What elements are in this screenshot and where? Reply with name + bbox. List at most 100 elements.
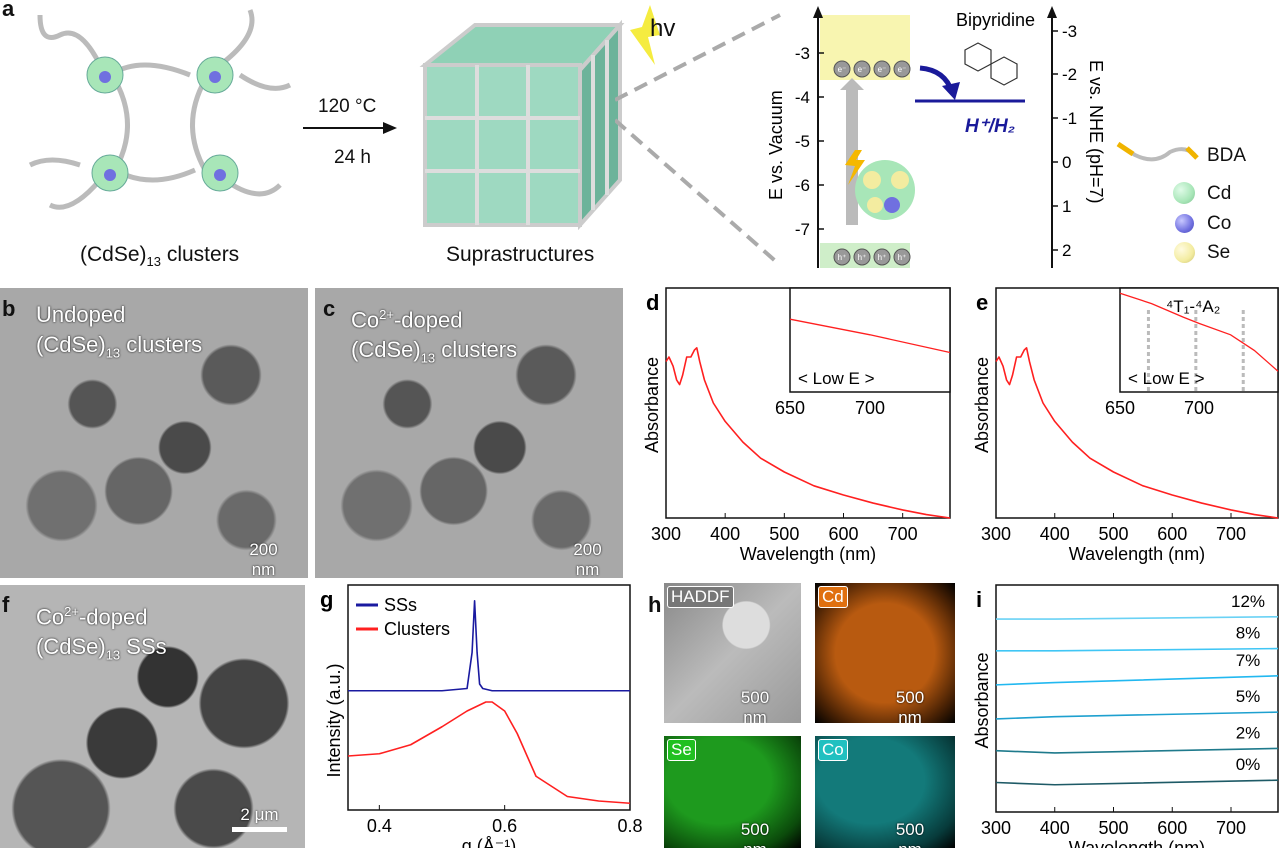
nhe-tick: 2 <box>1062 241 1071 260</box>
scale-bar: 500 nm <box>740 820 770 848</box>
x-tick-label: 300 <box>981 818 1011 838</box>
inset-frame <box>789 287 951 393</box>
legend-label: SSs <box>384 595 417 615</box>
x-tick-label: 500 <box>769 524 799 544</box>
haddf-map: HADDF 500 nm <box>664 583 801 723</box>
nhe-tick: -2 <box>1062 65 1077 84</box>
time-label: 24 h <box>334 147 371 168</box>
vacuum-tick: -3 <box>795 44 810 63</box>
inset-series-line <box>1119 292 1279 372</box>
legend-label: Clusters <box>384 619 450 639</box>
x-axis-label: Wavelength (nm) <box>740 544 876 564</box>
tem-image-co-doped-ss: Co2+-doped (CdSe)13 SSs 2 μm <box>0 585 305 848</box>
legend-cd: Cd <box>1207 183 1232 204</box>
y-axis-label: Absorbance <box>972 357 992 453</box>
bipyridine-label: Bipyridine <box>956 10 1035 30</box>
x-tick-label: 600 <box>1157 818 1187 838</box>
nhe-axis-label: E vs. NHE (pH=7) <box>1086 60 1106 204</box>
legend-bda: BDA <box>1207 145 1247 166</box>
inset-title: ⁴T₁-⁴A₂ <box>1166 297 1220 316</box>
cluster-icon <box>86 56 239 192</box>
reaction-arrow-icon <box>303 122 397 134</box>
x-tick-label: 600 <box>1157 524 1187 544</box>
x-tick-label: 700 <box>1216 818 1246 838</box>
se-map: Se 500 nm <box>664 736 801 848</box>
scale-bar: 200 nm <box>236 540 291 578</box>
zoom-dashed-lines <box>615 13 782 267</box>
series-label: 5% <box>1236 687 1261 706</box>
chart-g: g 0.4 0.6 0.8 q (Å⁻¹) Intensity (a.u.) SSs Clus… <box>320 584 643 848</box>
x-tick-label: 600 <box>828 524 858 544</box>
series-label: 2% <box>1236 723 1261 742</box>
inset-chart: 650 700 < Low E > <box>775 287 951 418</box>
map-tag: Se <box>667 739 696 761</box>
series-line-co-doped-sss <box>995 346 1279 519</box>
x-tick-label: 0.6 <box>492 816 517 836</box>
map-tag: HADDF <box>667 586 734 608</box>
series-label: 8% <box>1236 624 1261 643</box>
panel-label-i: i <box>976 587 982 612</box>
x-tick-label: 400 <box>1040 524 1070 544</box>
x-tick-label: 400 <box>1040 818 1070 838</box>
series-line-7- <box>995 675 1279 686</box>
redox-label: H⁺/H₂ <box>965 116 1015 137</box>
lightning-icon <box>630 5 660 65</box>
svg-text:e⁻: e⁻ <box>878 65 887 74</box>
inset-x-tick-label: 700 <box>855 398 885 418</box>
series-line-2- <box>995 747 1279 754</box>
plot-frame <box>347 584 631 811</box>
cluster-network-illustration <box>28 9 292 210</box>
nhe-tick: 0 <box>1062 153 1071 172</box>
panel-label-g: g <box>320 587 333 612</box>
nhe-tick: -3 <box>1062 22 1077 41</box>
chart-e: e 300 400 500 600 700 Wavelength (nm) Absorbanc… <box>972 287 1279 564</box>
vacuum-tick: -6 <box>795 176 810 195</box>
scale-bar: 500 nm <box>895 820 925 848</box>
clusters-caption: (CdSe)13 clusters <box>80 243 240 270</box>
x-tick-label: 300 <box>981 524 1011 544</box>
suprastructures-caption: Suprastructures <box>446 243 595 266</box>
hv-label: hv <box>650 15 676 42</box>
tem-image-co-doped-clusters: Co2+-doped (CdSe)13 clusters 200 nm <box>315 288 623 578</box>
panel-label-a: a <box>2 0 15 21</box>
tem-image-undoped: Undoped (CdSe)13 clusters 200 nm <box>0 288 308 578</box>
y-axis-label: Absorbance <box>642 357 662 453</box>
y-axis-label: Absorbance <box>972 652 992 748</box>
scale-bar: 500 nm <box>885 688 935 723</box>
scale-bar: 2 μm <box>232 805 287 832</box>
series-label: 12% <box>1231 592 1265 611</box>
caption-line: Co2+-doped <box>351 307 463 333</box>
vacuum-tick: -4 <box>795 88 810 107</box>
cluster-icon <box>855 160 915 220</box>
cd-atom-icon <box>1173 182 1195 204</box>
caption-line: Co2+-doped <box>36 604 148 630</box>
panel-label-d: d <box>646 290 659 315</box>
panel-label-e: e <box>976 290 988 315</box>
series-line-sss <box>348 599 630 692</box>
temperature-label: 120 °C <box>318 96 377 117</box>
inset-x-tick-label: 650 <box>775 398 805 418</box>
panel-label-h: h <box>648 592 662 617</box>
svg-text:h⁺: h⁺ <box>898 253 907 262</box>
x-tick-label: 400 <box>710 524 740 544</box>
x-tick-label: 300 <box>651 524 681 544</box>
caption-line: (CdSe)13 SSs <box>36 634 167 663</box>
bipyridine-structure-icon <box>964 42 1018 86</box>
vacuum-tick: -5 <box>795 132 810 151</box>
co-map: Co 500 nm <box>815 736 955 848</box>
lightning-icon <box>845 150 865 185</box>
panel-label-c: c <box>323 296 336 321</box>
low-energy-annotation: < Low E > <box>1128 369 1205 388</box>
x-tick-label: 500 <box>1098 818 1128 838</box>
caption-line: (CdSe)13 clusters <box>36 332 203 361</box>
suprastructure-cube-illustration <box>419 19 625 230</box>
series-label: 7% <box>1236 651 1261 670</box>
legend-co: Co <box>1207 213 1232 234</box>
panel-label-b: b <box>2 296 16 321</box>
map-tag: Cd <box>818 586 848 608</box>
svg-text:e⁻: e⁻ <box>838 65 847 74</box>
vacuum-axis-label: E vs. Vacuum <box>766 90 786 200</box>
inset-chart: 650 700 < Low E > ⁴T₁-⁴A₂ <box>1105 287 1279 418</box>
x-axis-label: q (Å⁻¹) <box>462 836 517 848</box>
